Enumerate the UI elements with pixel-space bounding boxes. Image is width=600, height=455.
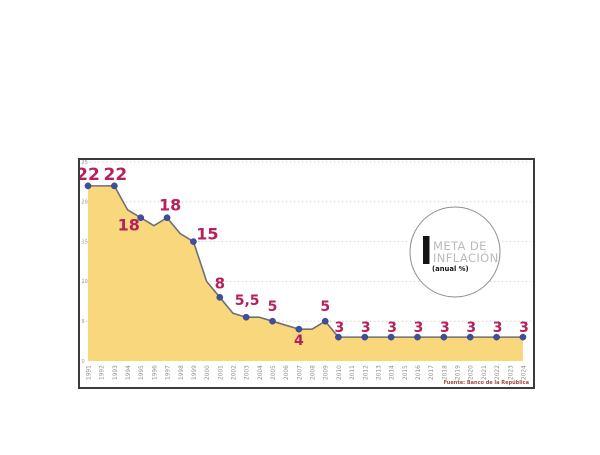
data-point-2009 bbox=[321, 317, 329, 325]
x-tick-2022: 2022 bbox=[495, 365, 501, 380]
value-label-2005: 5 bbox=[268, 299, 278, 315]
value-label-1999: 15 bbox=[196, 225, 218, 244]
x-tick-2019: 2019 bbox=[456, 365, 462, 380]
x-tick-2006: 2006 bbox=[284, 365, 290, 380]
badge-circle bbox=[409, 206, 501, 298]
chart-subtitle: (anual %) bbox=[432, 265, 469, 273]
y-tick-15: 15 bbox=[82, 239, 88, 245]
x-tick-2003: 2003 bbox=[245, 365, 251, 380]
data-point-2003 bbox=[242, 313, 250, 321]
value-label-2020: 3 bbox=[466, 320, 476, 336]
x-tick-2020: 2020 bbox=[469, 365, 475, 380]
data-point-2014 bbox=[387, 333, 395, 341]
data-point-2016 bbox=[414, 333, 421, 341]
x-tick-2012: 2012 bbox=[363, 365, 369, 380]
x-tick-2013: 2013 bbox=[376, 365, 382, 380]
trend-line bbox=[88, 185, 523, 338]
x-tick-2010: 2010 bbox=[337, 365, 343, 380]
value-label-1991: 22 bbox=[80, 165, 100, 185]
x-tick-1995: 1995 bbox=[139, 365, 145, 380]
value-label-2003: 5,5 bbox=[235, 293, 260, 309]
x-tick-2002: 2002 bbox=[231, 365, 237, 380]
value-label-1993: 22 bbox=[104, 165, 128, 185]
x-tick-2008: 2008 bbox=[311, 365, 317, 380]
value-label-1995: 18 bbox=[118, 216, 140, 235]
x-tick-1994: 1994 bbox=[126, 365, 132, 380]
data-point-1993 bbox=[111, 182, 118, 190]
value-label-2014: 3 bbox=[387, 320, 397, 336]
badge-bar-icon bbox=[423, 236, 430, 264]
x-tick-1998: 1998 bbox=[179, 365, 185, 380]
data-point-2007 bbox=[295, 325, 303, 333]
x-tick-2021: 2021 bbox=[482, 365, 488, 380]
data-point-2012 bbox=[361, 333, 369, 341]
x-tick-2004: 2004 bbox=[258, 365, 264, 380]
x-tick-1999: 1999 bbox=[192, 365, 198, 380]
data-point-2020 bbox=[466, 333, 474, 341]
x-tick-2005: 2005 bbox=[271, 365, 277, 380]
chart-title-line1: META DE bbox=[433, 239, 487, 253]
value-label-1997: 18 bbox=[159, 196, 181, 215]
x-tick-1997: 1997 bbox=[166, 365, 172, 380]
x-tick-2014: 2014 bbox=[390, 365, 396, 380]
y-tick-0: 0 bbox=[82, 359, 85, 365]
chart-title-line2: INFLACIÓN bbox=[433, 250, 499, 265]
x-tick-1993: 1993 bbox=[113, 365, 119, 380]
x-tick-2017: 2017 bbox=[429, 365, 435, 380]
x-tick-2001: 2001 bbox=[218, 365, 224, 380]
data-point-2024 bbox=[519, 333, 527, 341]
y-tick-5: 5 bbox=[82, 319, 85, 325]
data-point-2010 bbox=[335, 333, 342, 341]
x-tick-2023: 2023 bbox=[508, 365, 514, 380]
x-tick-1996: 1996 bbox=[152, 365, 158, 380]
x-tick-1991: 1991 bbox=[87, 365, 93, 380]
data-point-2018 bbox=[440, 333, 448, 341]
x-tick-2011: 2011 bbox=[350, 365, 356, 380]
area-fill bbox=[88, 185, 523, 361]
data-point-1991 bbox=[84, 182, 92, 190]
y-tick-20: 20 bbox=[82, 200, 88, 206]
data-point-2005 bbox=[269, 317, 276, 325]
x-tick-2016: 2016 bbox=[416, 365, 422, 380]
inflation-chart-frame: 25 20 15 10 5 0 1991 1992 1993 1994 1995 1996 1997 19… bbox=[78, 158, 535, 389]
data-point-1997 bbox=[163, 214, 171, 222]
x-tick-2015: 2015 bbox=[403, 365, 409, 380]
value-label-2010: 3 bbox=[335, 320, 345, 336]
data-point-1995 bbox=[137, 214, 145, 222]
source-credit: Fuente: Banco de la República bbox=[444, 379, 529, 386]
value-label-2024: 3 bbox=[519, 320, 529, 336]
value-label-2018: 3 bbox=[440, 320, 450, 336]
data-point-1999 bbox=[190, 238, 197, 245]
x-tick-2009: 2009 bbox=[324, 365, 330, 380]
value-label-2001: 8 bbox=[215, 274, 225, 292]
value-label-2016: 3 bbox=[414, 320, 424, 336]
data-point-2001 bbox=[216, 293, 224, 301]
value-label-2012: 3 bbox=[361, 320, 371, 336]
value-label-2022: 3 bbox=[493, 320, 503, 336]
y-tick-25: 25 bbox=[82, 160, 88, 166]
x-tick-2024: 2024 bbox=[521, 365, 527, 380]
data-point-2022 bbox=[493, 333, 500, 341]
x-tick-2000: 2000 bbox=[205, 365, 211, 380]
x-tick-2007: 2007 bbox=[297, 365, 303, 380]
value-label-2007: 4 bbox=[294, 333, 304, 349]
x-tick-1992: 1992 bbox=[100, 365, 106, 380]
x-tick-2018: 2018 bbox=[442, 365, 448, 380]
value-label-2009: 5 bbox=[320, 299, 330, 315]
y-tick-10: 10 bbox=[82, 279, 88, 285]
